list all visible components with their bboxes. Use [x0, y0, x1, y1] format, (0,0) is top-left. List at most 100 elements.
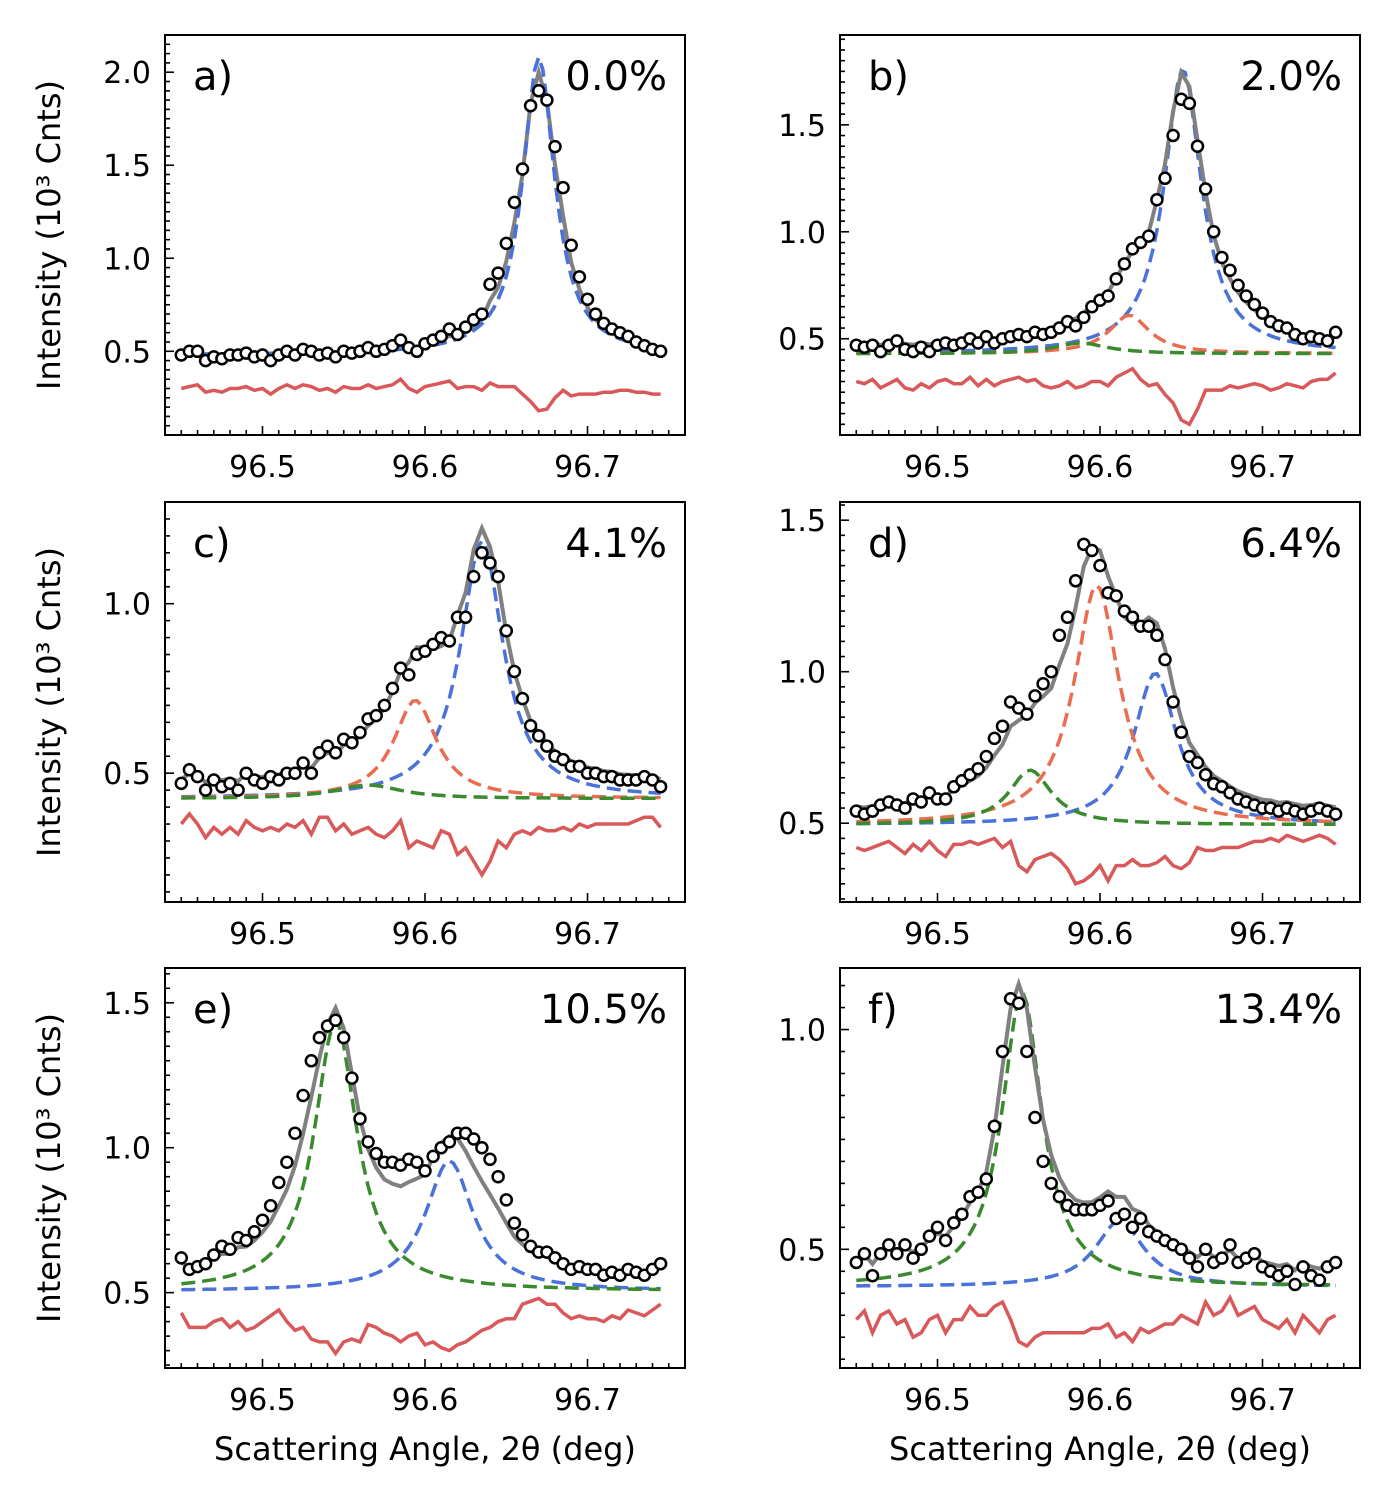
- data-point: [1101, 289, 1115, 303]
- data-point: [1312, 1273, 1327, 1287]
- data-point: [410, 344, 424, 359]
- data-point: [247, 1225, 262, 1239]
- component-curve-green: [856, 341, 1336, 356]
- data-point: [906, 1251, 920, 1265]
- data-point: [491, 569, 505, 584]
- data-point: [466, 569, 481, 584]
- data-point: [353, 1111, 367, 1126]
- data-point: [239, 1233, 253, 1248]
- data-point: [336, 1030, 351, 1045]
- data-point: [442, 1135, 457, 1149]
- data-point: [653, 1256, 668, 1271]
- data-point: [1320, 334, 1335, 348]
- residual-line: [855, 366, 1337, 427]
- x-tick-label: 96.7: [1229, 917, 1296, 952]
- data-point: [1190, 1260, 1205, 1274]
- panel-tag: e): [193, 987, 233, 1033]
- data-point: [890, 334, 904, 348]
- x-tick-label: 96.7: [554, 450, 621, 485]
- y-axis-label: Intensity (10³ Cnts): [30, 80, 68, 390]
- data-point: [1182, 1251, 1197, 1265]
- data-point: [979, 1172, 994, 1186]
- data-point: [255, 1213, 270, 1227]
- data-point: [971, 1185, 985, 1199]
- x-tick-label: 96.5: [904, 1383, 971, 1418]
- x-tick-label: 96.5: [904, 917, 971, 952]
- data-point: [938, 792, 953, 806]
- y-tick-label: 1.0: [778, 656, 826, 691]
- y-tick-label: 0.5: [103, 335, 151, 370]
- data-point: [540, 93, 554, 107]
- x-tick-label: 96.7: [1229, 1383, 1296, 1418]
- data-point: [1028, 1110, 1042, 1125]
- data-point: [426, 1149, 440, 1164]
- data-point: [515, 691, 530, 706]
- data-point: [174, 1251, 189, 1265]
- data-point: [653, 344, 668, 359]
- data-point: [1223, 1238, 1237, 1252]
- residual-line: [179, 1296, 662, 1357]
- data-point: [393, 661, 408, 675]
- data-point: [1036, 677, 1050, 691]
- data-point: [1280, 1264, 1294, 1279]
- data-point: [207, 1248, 221, 1262]
- panel-concentration: 4.1%: [565, 521, 667, 567]
- data-point: [1052, 1189, 1067, 1204]
- data-point: [1174, 1242, 1189, 1257]
- data-point: [223, 1242, 237, 1256]
- data-point: [873, 1246, 888, 1261]
- y-tick-label: 1.0: [103, 1132, 151, 1167]
- data-point: [458, 610, 473, 625]
- data-point: [328, 746, 343, 760]
- data-point: [1288, 1277, 1302, 1292]
- data-point: [345, 735, 359, 750]
- data-point: [1328, 1255, 1343, 1270]
- data-point: [531, 729, 546, 743]
- data-point: [198, 1256, 213, 1271]
- data-point: [1150, 628, 1164, 643]
- plot-area: [849, 977, 1343, 1349]
- data-point: [499, 236, 514, 251]
- data-point: [1093, 558, 1107, 573]
- data-point: [1215, 1251, 1229, 1265]
- data-point: [1198, 1242, 1213, 1257]
- data-point: [402, 668, 416, 682]
- data-point: [272, 1175, 286, 1190]
- component-curve-blue: [181, 1158, 661, 1292]
- y-tick-label: 1.0: [778, 216, 826, 251]
- panel-e: 96.5 96.6 96.7 0.5 1.0 1.5 e) 10.5% Intensity (1…: [30, 967, 686, 1468]
- data-point: [1068, 319, 1083, 333]
- plot-area: [849, 537, 1343, 886]
- panel-tag: a): [193, 54, 233, 100]
- data-point: [922, 1229, 937, 1243]
- y-tick-label: 0.5: [778, 1233, 826, 1268]
- data-point: [1011, 996, 1026, 1010]
- data-point: [857, 1246, 872, 1261]
- data-point: [1296, 1260, 1310, 1274]
- data-point: [1133, 1211, 1148, 1226]
- data-point: [548, 139, 562, 154]
- data-point: [475, 1140, 489, 1155]
- data-point: [523, 718, 538, 733]
- data-point: [1255, 306, 1270, 320]
- data-point: [345, 1071, 359, 1085]
- data-point: [483, 1152, 497, 1167]
- data-point: [1206, 225, 1221, 239]
- panel-concentration: 2.0%: [1240, 54, 1342, 100]
- data-point: [458, 320, 473, 334]
- x-tick-label: 96.6: [392, 450, 459, 485]
- data-point: [393, 333, 408, 347]
- data-point: [882, 1238, 896, 1252]
- data-point: [523, 98, 538, 113]
- data-point: [898, 801, 912, 815]
- data-point: [1068, 574, 1083, 588]
- data-point: [288, 766, 302, 780]
- data-point: [930, 1220, 945, 1235]
- data-point: [995, 1044, 1010, 1059]
- y-tick-label: 1.5: [103, 149, 151, 184]
- data-point: [1020, 1044, 1034, 1059]
- data-point: [1247, 297, 1262, 312]
- data-point: [531, 84, 546, 98]
- x-tick-label: 96.7: [554, 917, 621, 952]
- data-point: [507, 195, 522, 210]
